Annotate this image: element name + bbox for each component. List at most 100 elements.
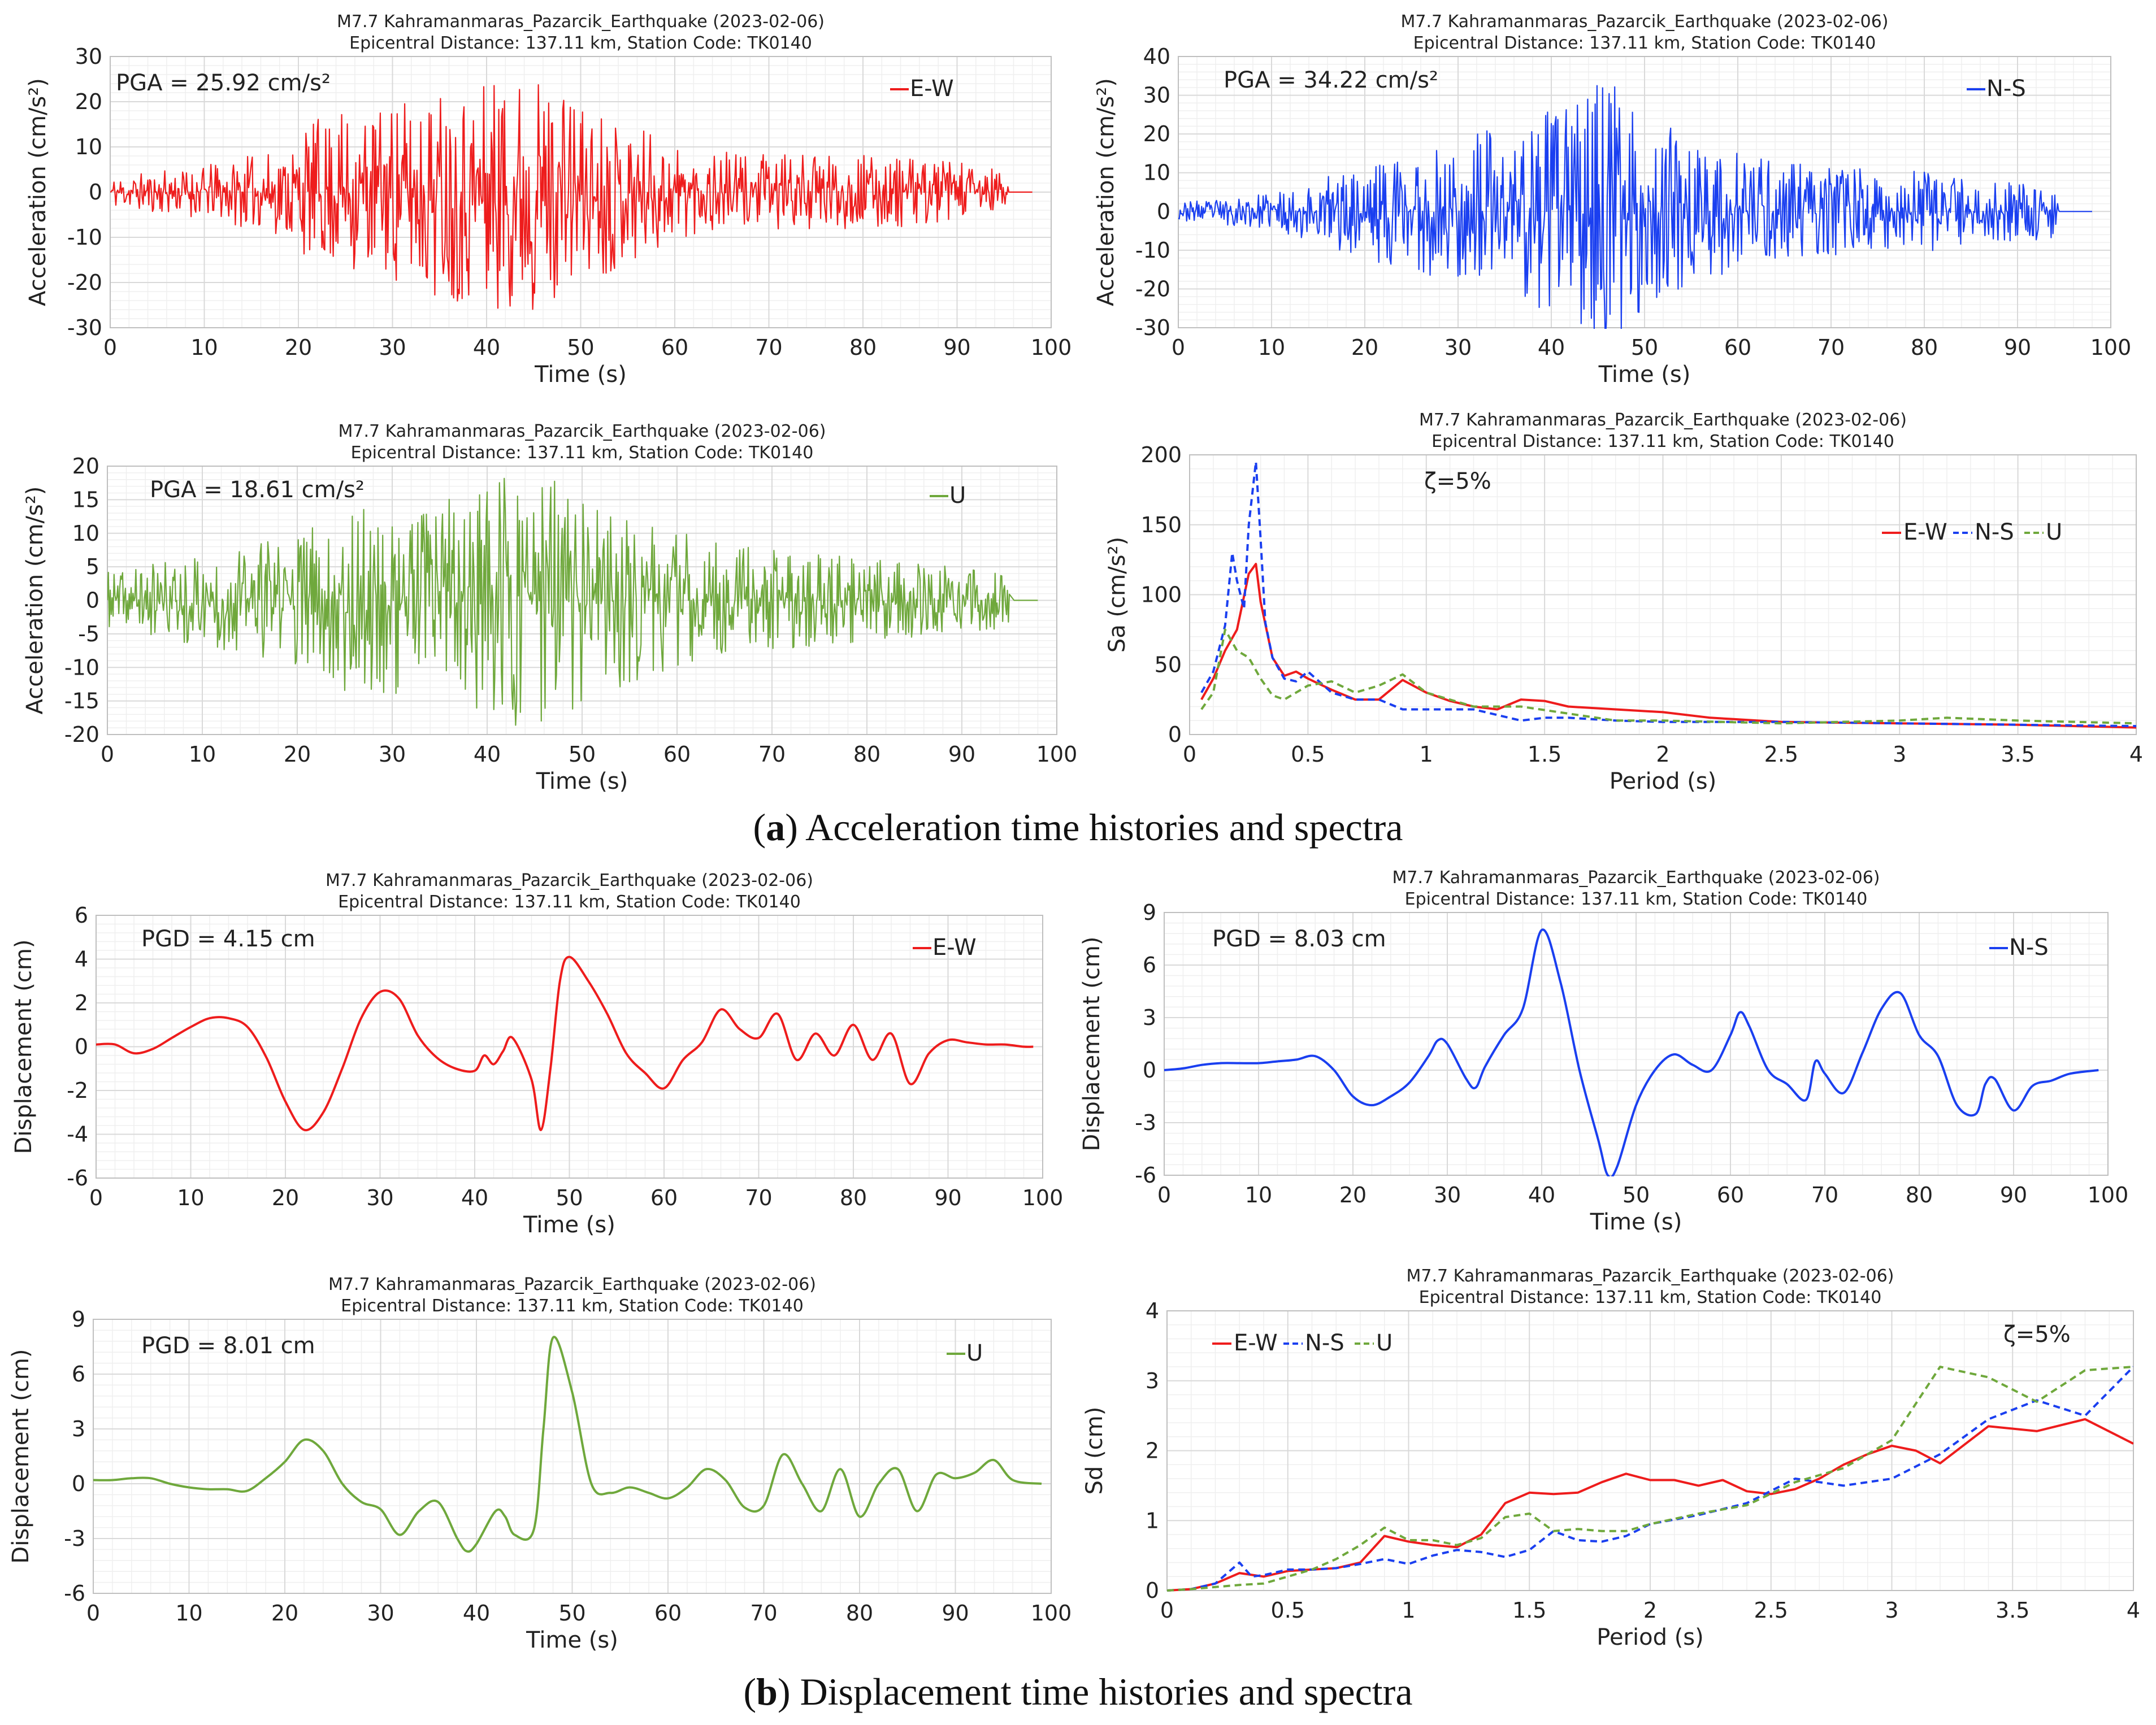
chart-subtitle: Epicentral Distance: 137.11 km, Station … [1413,33,1876,53]
legend-label: E-W [910,76,954,102]
legend-label: U [2046,519,2062,545]
x-tick-label: 10 [177,1185,204,1210]
chart-title: M7.7 Kahramanmaras_Pazarcik_Earthquake (… [338,422,826,441]
legend: E-W [890,76,954,102]
y-tick-label: 30 [75,44,102,69]
x-tick-label: 90 [2000,1183,2027,1207]
chart-title: M7.7 Kahramanmaras_Pazarcik_Earthquake (… [328,1275,816,1294]
legend: U [930,483,966,509]
y-tick-label: 150 [1140,512,1182,537]
chart-acc-ew: M7.7 Kahramanmaras_Pazarcik_Earthquake (… [25,12,1072,388]
legend-label: E-W [1234,1330,1278,1356]
series-group [107,477,1038,726]
x-tick-label: 0 [1172,335,1185,360]
x-tick-label: 100 [2090,335,2132,360]
x-tick-label: 50 [558,1601,585,1626]
legend: E-W N-S U [1212,1330,1392,1356]
x-tick-label: 70 [1817,335,1845,360]
plot-frame [1166,1310,2134,1591]
annotation-text: PGD = 4.15 cm [141,926,315,952]
x-tick-label: 100 [1031,1601,1072,1626]
x-axis-label: Time (s) [534,362,627,388]
chart-sd: M7.7 Kahramanmaras_Pazarcik_Earthquake (… [1082,1266,2140,1650]
y-tick-label: 20 [1143,121,1170,146]
x-tick-label: 30 [367,1601,394,1626]
y-tick-label: 0 [1143,1058,1156,1083]
x-tick-label: 10 [189,742,216,767]
legend-label: N-S [1986,76,2026,102]
x-tick-label: 3 [1885,1598,1898,1623]
y-tick-label: -6 [67,1166,88,1190]
annotation-text: PGA = 25.92 cm/s² [116,70,331,96]
chart-acc-u: M7.7 Kahramanmaras_Pazarcik_Earthquake (… [22,422,1077,794]
y-tick-label: 9 [72,1307,85,1332]
x-axis-label: Time (s) [536,768,628,794]
x-tick-label: 3 [1893,742,1906,767]
series-line-n-s [1200,460,2136,728]
x-tick-label: 0 [1160,1598,1174,1623]
plot-frame [110,56,1052,328]
y-tick-label: 2 [1146,1439,1159,1463]
chart-title: M7.7 Kahramanmaras_Pazarcik_Earthquake (… [337,12,825,32]
y-tick-label: 200 [1140,442,1182,467]
y-tick-label: -5 [78,622,99,646]
x-tick-label: 40 [474,742,501,767]
grid [96,915,1043,1179]
legend-label: E-W [932,935,977,961]
x-tick-label: 70 [1811,1183,1838,1207]
legend: N-S [1989,935,2049,961]
y-axis-label: Displacement (cm) [11,940,37,1154]
x-tick-label: 70 [750,1601,777,1626]
y-axis-label: Displacement (cm) [1079,937,1105,1152]
y-tick-label: 0 [89,180,102,205]
x-tick-label: 3.5 [2001,742,2034,767]
y-tick-label: 3 [1146,1368,1159,1393]
x-tick-label: 60 [654,1601,682,1626]
y-tick-label: -3 [64,1526,85,1551]
x-tick-label: 30 [379,335,406,360]
y-tick-label: -6 [1135,1163,1156,1188]
x-tick-label: 90 [934,1185,961,1210]
y-tick-label: 1 [1146,1508,1159,1533]
legend-label: N-S [1975,519,2014,545]
y-tick-label: 0 [1157,199,1170,224]
y-tick-label: -4 [67,1122,88,1147]
y-tick-label: 20 [75,89,102,114]
annotation-text: PGA = 34.22 cm/s² [1224,67,1438,93]
chart-title: M7.7 Kahramanmaras_Pazarcik_Earthquake (… [1392,868,1880,888]
x-tick-label: 30 [1434,1183,1461,1207]
chart-title: M7.7 Kahramanmaras_Pazarcik_Earthquake (… [326,871,813,890]
series-line-u [107,477,1038,726]
x-tick-label: 0.5 [1291,742,1325,767]
y-tick-label: -15 [64,689,99,714]
chart-subtitle: Epicentral Distance: 137.11 km, Station … [351,443,814,463]
x-tick-label: 0 [101,742,114,767]
x-tick-label: 80 [849,335,877,360]
x-tick-label: 60 [1724,335,1751,360]
caption-a-text: Acceleration time histories and spectra [797,806,1403,849]
x-tick-label: 1 [1420,742,1433,767]
y-tick-label: -6 [64,1581,85,1606]
panel-disp-ns: M7.7 Kahramanmaras_Pazarcik_Earthquake (… [1077,856,2153,1252]
x-tick-label: 50 [1631,335,1658,360]
chart-title: M7.7 Kahramanmaras_Pazarcik_Earthquake (… [1419,410,1907,430]
plot-frame [96,915,1043,1179]
x-tick-label: 100 [1022,1185,1064,1210]
x-tick-label: 30 [379,742,406,767]
x-tick-label: 40 [1538,335,1565,360]
series-group [1178,85,2092,329]
x-tick-label: 20 [1351,335,1378,360]
legend-label: U [966,1340,983,1366]
y-tick-label: 0 [1168,722,1182,747]
x-tick-label: 1.5 [1512,1598,1546,1623]
chart-subtitle: Epicentral Distance: 137.11 km, Station … [1431,432,1894,451]
y-tick-label: 2 [75,990,88,1015]
series-line-n-s [1167,1366,2133,1592]
panel-disp-ew: M7.7 Kahramanmaras_Pazarcik_Earthquake (… [0,856,1074,1252]
chart-title: M7.7 Kahramanmaras_Pazarcik_Earthquake (… [1400,12,1888,32]
series-group [93,1336,1042,1553]
series-line-e-w [96,955,1034,1132]
y-tick-label: 6 [72,1362,85,1387]
y-tick-label: 0 [75,1035,88,1059]
plot-frame [1178,56,2111,328]
